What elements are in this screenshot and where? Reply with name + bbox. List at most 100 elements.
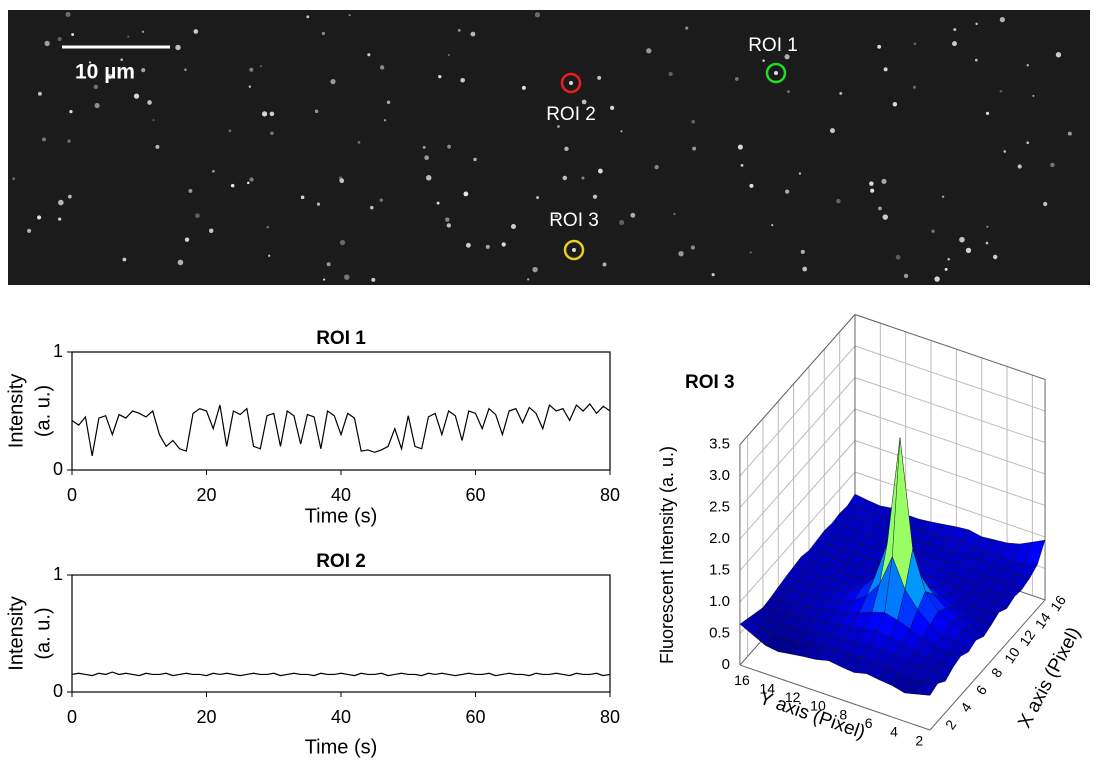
spot: [735, 77, 739, 81]
spot: [357, 141, 361, 144]
spot: [965, 247, 972, 253]
scale-bar-label: 10 µm: [75, 61, 135, 84]
x-axis-label: Time (s): [305, 736, 378, 758]
spot: [426, 175, 432, 181]
y-axis-label: Y axis (Pixel): [756, 688, 867, 744]
spot: [422, 145, 426, 149]
spot: [785, 189, 790, 194]
spot: [829, 128, 836, 134]
spot: [1026, 141, 1030, 145]
spot: [784, 54, 790, 60]
x-tick-label: 20: [196, 707, 216, 727]
roi-label: ROI 1: [748, 35, 798, 56]
roi-label: ROI 3: [549, 210, 599, 231]
spot: [177, 259, 184, 266]
spot: [37, 91, 42, 96]
spot: [383, 119, 387, 122]
spot: [1026, 64, 1029, 67]
spot: [668, 71, 673, 77]
trace: [71, 671, 611, 677]
x-tick-label: 2: [942, 717, 960, 733]
spot: [371, 277, 376, 282]
spot: [270, 131, 274, 136]
spot: [259, 65, 263, 68]
spot: [1003, 150, 1007, 153]
box-edge: [854, 314, 1046, 380]
grid-line: [854, 440, 1046, 506]
spot: [975, 22, 978, 26]
spot: [314, 109, 319, 114]
spot: [249, 67, 254, 72]
roi-circle: [765, 62, 787, 84]
spot: [554, 214, 558, 218]
spot: [141, 30, 145, 33]
spot: [646, 48, 652, 54]
x-tick-label: 14: [1032, 609, 1054, 631]
spot: [630, 212, 636, 218]
spot: [107, 73, 113, 80]
spot: [94, 102, 100, 109]
spot: [147, 100, 152, 105]
y-tick-label: 12: [785, 689, 801, 705]
spot: [892, 102, 898, 107]
y-axis-label: (a. u.): [32, 607, 54, 659]
grid-line: [854, 471, 1046, 538]
spot: [57, 36, 62, 42]
y-tick-label: 8: [839, 706, 847, 722]
spot: [44, 40, 50, 47]
spot: [974, 58, 978, 62]
spot: [581, 176, 585, 180]
grid-line: [739, 408, 856, 540]
y-tick-label: 10: [810, 698, 826, 714]
spot: [619, 219, 625, 226]
spot: [654, 165, 659, 170]
spot: [445, 217, 450, 222]
spot: [261, 111, 268, 117]
spot: [321, 31, 326, 36]
spot: [323, 278, 326, 281]
spot: [155, 144, 160, 149]
spot: [690, 245, 696, 250]
spot: [711, 273, 715, 277]
spot: [65, 11, 71, 17]
spot: [122, 257, 127, 262]
grid-line: [854, 408, 1046, 475]
spot: [266, 226, 269, 229]
spot: [133, 93, 140, 99]
spot: [193, 29, 199, 34]
spot: [597, 168, 603, 174]
x-tick-label: 60: [465, 707, 485, 727]
z-tick-label: 2.0: [709, 530, 730, 547]
spot: [58, 217, 62, 221]
spot: [36, 215, 42, 220]
spot: [912, 85, 916, 89]
spot: [268, 254, 271, 257]
spot: [228, 129, 232, 133]
spot: [620, 130, 623, 133]
spot: [248, 85, 252, 88]
x-tick-label: 0: [67, 707, 77, 727]
spot: [762, 59, 765, 62]
spot: [562, 175, 568, 181]
spot: [534, 12, 541, 18]
spot: [882, 214, 889, 220]
spot: [510, 223, 516, 229]
spot: [71, 33, 75, 37]
surface-patch: [916, 680, 939, 696]
x-tick-label: 12: [1016, 627, 1038, 649]
spot: [800, 249, 805, 254]
y-axis-label: (a. u.): [32, 385, 54, 437]
spot: [610, 105, 615, 110]
spot: [379, 198, 384, 202]
spot: [339, 239, 346, 246]
x-tick-label: 60: [465, 485, 485, 505]
grid-line: [739, 440, 856, 571]
x-tick-label: 80: [600, 707, 620, 727]
z-tick-label: 3.0: [709, 467, 730, 484]
spot: [152, 119, 155, 122]
grid-line: [739, 345, 856, 477]
spot: [12, 177, 16, 181]
x-tick-label: 80: [600, 485, 620, 505]
box-edge: [739, 664, 931, 731]
